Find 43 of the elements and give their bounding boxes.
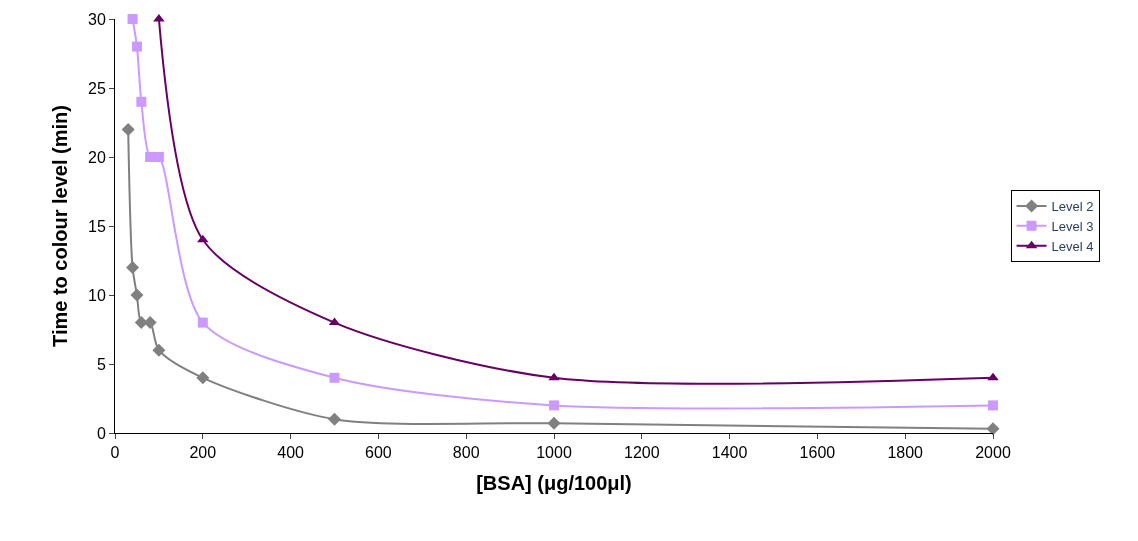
x-tick-label: 1400 — [711, 444, 748, 462]
point — [152, 343, 166, 357]
point — [988, 400, 998, 411]
y-tick-label: 30 — [88, 10, 106, 28]
point — [197, 317, 208, 328]
x-tick-label: 1200 — [624, 444, 660, 462]
x-tick-label: 600 — [365, 444, 392, 462]
y-tick-label: 25 — [88, 79, 106, 97]
legend-label: Level 4 — [1051, 238, 1094, 254]
point — [329, 372, 340, 383]
point — [197, 234, 209, 243]
x-tick-label: 1800 — [887, 444, 924, 462]
point — [130, 288, 144, 302]
x-tick-label: 1000 — [536, 444, 572, 462]
x-tick-label: 0 — [110, 444, 120, 462]
y-tick-label: 5 — [96, 355, 106, 373]
x-tick-label: 200 — [189, 444, 217, 462]
x-tick-label: 1600 — [799, 444, 836, 462]
legend-label: Level 3 — [1051, 218, 1094, 234]
x-axis-title: [BSA] (μg/100μl) — [476, 471, 632, 494]
point — [126, 260, 140, 274]
point — [196, 371, 210, 385]
point — [131, 41, 142, 52]
point — [987, 372, 999, 381]
point — [121, 122, 135, 136]
point — [548, 372, 560, 381]
y-tick-label: 0 — [96, 424, 106, 442]
point — [328, 412, 341, 426]
point — [547, 416, 561, 430]
point — [127, 14, 138, 24]
x-tick-label: 400 — [277, 444, 305, 462]
y-axis-title: Time to colour level (min) — [48, 105, 71, 347]
x-tick-label: 800 — [452, 444, 480, 462]
y-tick-label: 10 — [88, 286, 106, 304]
point — [143, 316, 157, 330]
point — [986, 422, 1000, 436]
legend-label: Level 2 — [1051, 199, 1094, 215]
y-tick-label: 20 — [88, 148, 106, 166]
x-tick-label: 2000 — [975, 444, 1011, 462]
y-tick-label: 15 — [88, 217, 106, 235]
point — [136, 96, 147, 107]
point — [134, 316, 148, 330]
point — [549, 400, 559, 411]
